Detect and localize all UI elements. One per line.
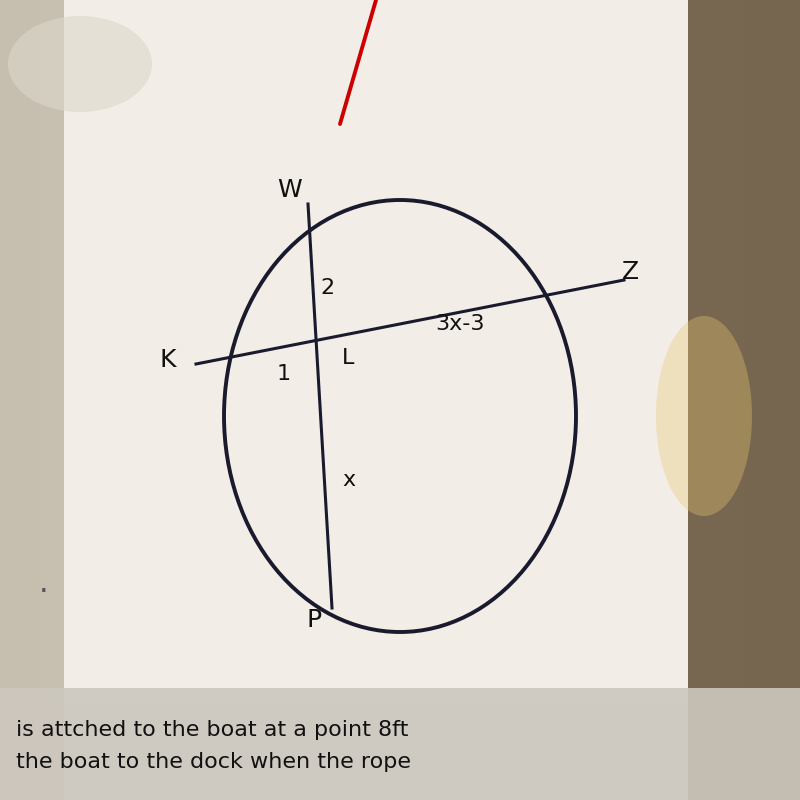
Text: L: L — [342, 349, 354, 368]
Text: 1: 1 — [277, 365, 291, 385]
Text: 2: 2 — [320, 278, 334, 298]
Bar — [688, 0, 800, 800]
Ellipse shape — [656, 316, 752, 516]
Text: 3x-3: 3x-3 — [435, 314, 485, 334]
Text: P: P — [307, 608, 322, 632]
Text: the boat to the dock when the rope: the boat to the dock when the rope — [16, 752, 411, 772]
Bar — [0, 0, 64, 800]
Text: W: W — [278, 178, 302, 202]
Text: is attched to the boat at a point 8ft: is attched to the boat at a point 8ft — [16, 720, 408, 740]
Text: K: K — [160, 348, 176, 372]
Text: x: x — [342, 470, 355, 490]
Bar — [0, 688, 800, 800]
Bar — [40, 0, 744, 704]
Ellipse shape — [8, 16, 152, 112]
Text: .: . — [39, 570, 49, 598]
Text: Z: Z — [622, 260, 639, 284]
